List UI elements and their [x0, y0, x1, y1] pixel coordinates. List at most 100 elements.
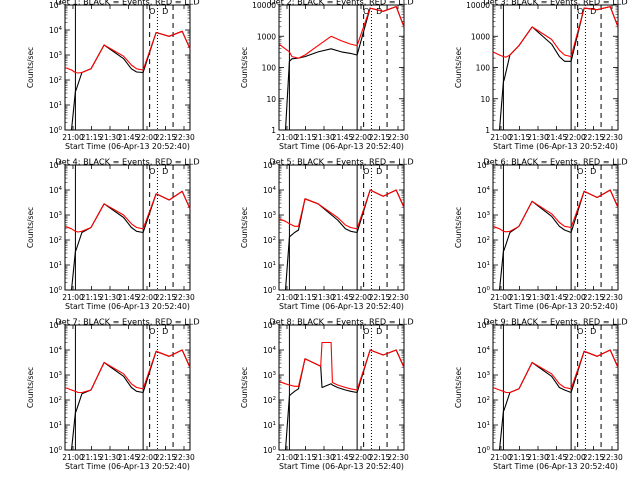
y-tick-label: 105: [49, 1, 63, 10]
marker-annotation: O: [577, 7, 583, 16]
x-tick-label: 21:30: [99, 133, 121, 142]
x-axis-title: Start Time (06-Apr-13 20:52:40): [493, 142, 618, 151]
x-tick-label: 22:30: [387, 293, 409, 302]
x-tick-label: 22:00: [564, 453, 586, 462]
x-tick-label: 21:15: [295, 453, 317, 462]
y-tick-label: 104: [263, 186, 277, 195]
y-tick-label: 105: [477, 161, 491, 170]
x-tick-label: 21:00: [276, 133, 298, 142]
x-tick-label: 22:30: [173, 133, 195, 142]
y-tick-label: 103: [477, 371, 491, 380]
panel-title: Det 6: BLACK = Events, RED = LLD: [483, 157, 627, 167]
y-tick-label: 104: [49, 346, 63, 355]
lld-series-line: [492, 189, 619, 233]
y-axis-title: Counts/sec: [240, 367, 249, 408]
x-axis-title: Start Time (06-Apr-13 20:52:40): [279, 462, 404, 471]
x-tick-label: 22:00: [564, 133, 586, 142]
x-tick-label: 21:45: [332, 133, 354, 142]
y-tick-label: 1: [485, 126, 490, 135]
events-series-line: [279, 189, 405, 291]
x-tick-label: 21:00: [490, 133, 512, 142]
detector-panel: Det 7: BLACK = Events, RED = LLD21:0021:…: [26, 317, 200, 472]
x-tick-label: 21:30: [313, 453, 335, 462]
x-tick-label: 21:30: [313, 293, 335, 302]
y-tick-label: 102: [49, 396, 62, 405]
y-tick-label: 104: [49, 186, 63, 195]
y-tick-label: 103: [263, 371, 277, 380]
y-tick-label: 100: [49, 126, 63, 135]
marker-annotation: O: [149, 327, 155, 336]
x-tick-label: 21:15: [295, 293, 317, 302]
lld-series-line: [278, 341, 405, 391]
lld-series-line: [492, 6, 619, 58]
y-tick-label: 1000: [471, 32, 490, 41]
y-tick-label: 100: [477, 446, 491, 455]
x-tick-label: 22:15: [583, 293, 605, 302]
x-tick-label: 21:00: [62, 133, 84, 142]
y-tick-label: 100: [263, 446, 277, 455]
x-tick-label: 22:30: [173, 293, 195, 302]
y-axis-title: Counts/sec: [26, 367, 35, 408]
x-tick-label: 21:15: [295, 133, 317, 142]
events-series-line: [493, 6, 619, 131]
y-axis-title: Counts/sec: [454, 367, 463, 408]
y-tick-label: 104: [263, 346, 277, 355]
y-tick-label: 103: [49, 51, 63, 60]
panel-title: Det 5: BLACK = Events, RED = LLD: [269, 157, 413, 167]
x-tick-label: 21:00: [490, 293, 512, 302]
x-tick-label: 21:45: [332, 453, 354, 462]
detector-panel: Det 4: BLACK = Events, RED = LLD21:0021:…: [26, 157, 200, 312]
events-series-line: [65, 349, 191, 451]
x-axis-title: Start Time (06-Apr-13 20:52:40): [493, 302, 618, 311]
plot-frame: [492, 4, 619, 131]
y-tick-label: 102: [49, 76, 62, 85]
y-tick-label: 102: [49, 236, 62, 245]
x-tick-label: 21:00: [490, 453, 512, 462]
y-axis-title: Counts/sec: [240, 47, 249, 88]
x-tick-label: 22:15: [369, 133, 391, 142]
panel-title: Det 9: BLACK = Events, RED = LLD: [483, 317, 627, 327]
marker-annotation: O: [363, 167, 369, 176]
x-tick-label: 21:30: [99, 453, 121, 462]
x-tick-label: 21:45: [332, 293, 354, 302]
x-tick-label: 21:30: [313, 133, 335, 142]
events-series-line: [279, 349, 405, 451]
y-tick-label: 102: [477, 236, 490, 245]
marker-annotation: O: [149, 7, 155, 16]
x-tick-label: 22:00: [350, 453, 372, 462]
y-axis-title: Counts/sec: [240, 207, 249, 248]
plot-frame: [492, 324, 619, 451]
x-tick-label: 22:30: [387, 453, 409, 462]
panel-title: Det 2: BLACK = Events, RED = LLD: [269, 0, 413, 7]
events-series-line: [279, 6, 405, 131]
x-tick-label: 22:15: [155, 293, 177, 302]
y-tick-label: 103: [49, 371, 63, 380]
y-tick-label: 100: [476, 64, 491, 73]
y-axis-title: Counts/sec: [26, 47, 35, 88]
x-tick-label: 21:45: [546, 293, 568, 302]
x-tick-label: 22:30: [387, 133, 409, 142]
detector-panel: Det 2: BLACK = Events, RED = LLD21:0021:…: [240, 0, 414, 151]
detector-panel: Det 9: BLACK = Events, RED = LLD 21:00 21:…: [454, 317, 628, 472]
events-series-line: [493, 189, 619, 291]
y-tick-label: 105: [49, 161, 63, 170]
x-tick-label: 21:30: [527, 453, 549, 462]
x-tick-label: 21:45: [118, 133, 140, 142]
y-tick-label: 101: [263, 421, 276, 430]
lld-series-line: [278, 189, 405, 230]
marker-annotation: D: [162, 7, 168, 16]
x-tick-label: 21:15: [81, 133, 103, 142]
marker-annotation: D: [162, 167, 168, 176]
panel-title: Det 4: BLACK = Events, RED = LLD: [55, 157, 199, 167]
x-tick-label: 21:30: [99, 293, 121, 302]
x-tick-label: 21:15: [509, 293, 531, 302]
y-tick-label: 101: [477, 421, 490, 430]
detector-panel: Det 5: BLACK = Events, RED = LLD21:0021:…: [240, 157, 414, 312]
y-tick-label: 102: [477, 396, 490, 405]
lld-series-line: [64, 349, 191, 394]
y-tick-label: 103: [477, 211, 491, 220]
x-tick-label: 21:15: [509, 133, 531, 142]
x-tick-label: 22:15: [369, 293, 391, 302]
lld-series-line: [278, 6, 405, 59]
